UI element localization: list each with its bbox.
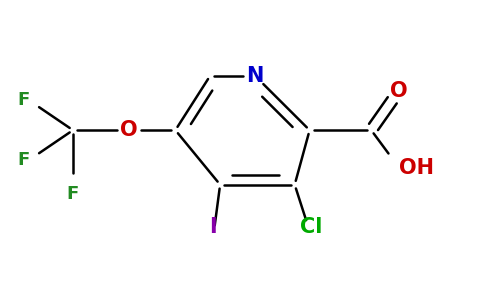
- Text: OH: OH: [399, 158, 434, 178]
- Text: F: F: [17, 92, 29, 110]
- Text: F: F: [67, 185, 79, 203]
- Text: O: O: [120, 120, 137, 140]
- Text: Cl: Cl: [301, 217, 323, 237]
- Text: N: N: [246, 66, 264, 86]
- Text: F: F: [17, 151, 29, 169]
- Text: O: O: [390, 81, 408, 100]
- Text: I: I: [210, 217, 217, 237]
